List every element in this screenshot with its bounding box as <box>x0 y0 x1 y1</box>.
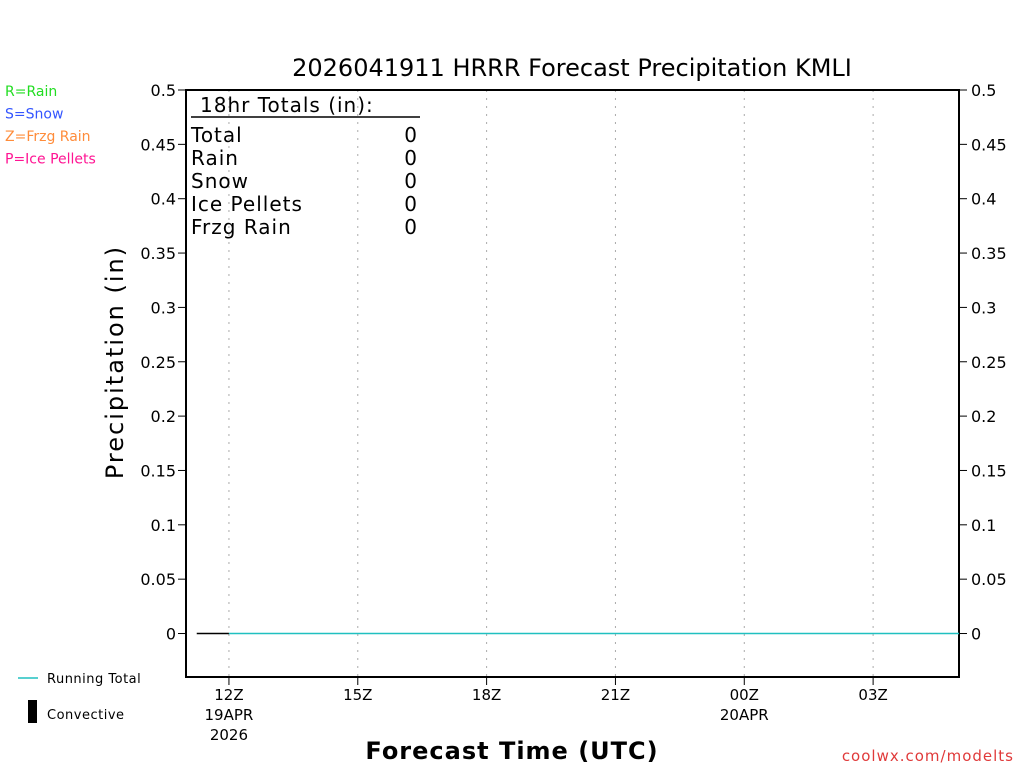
x-tick-label: 12Z <box>214 686 243 704</box>
x-tick-date: 19APR <box>205 706 254 724</box>
totals-header: 18hr Totals (in): <box>200 93 374 117</box>
x-tick-label: 18Z <box>472 686 501 704</box>
totals-row-label: Frzg Rain <box>191 215 292 239</box>
x-tick-label: 15Z <box>343 686 372 704</box>
y-tick-label-left: 0 <box>166 625 176 644</box>
ptype-legend-item: P=Ice Pellets <box>5 152 96 168</box>
totals-box: 18hr Totals (in): Total 0 Rain 0 Snow 0 Ice Pe… <box>190 93 420 239</box>
y-tick-label-left: 0.4 <box>151 190 176 209</box>
y-tick-label-left: 0.3 <box>151 298 176 317</box>
running-total-label: Running Total <box>47 672 141 687</box>
y-axis-label: Precipitation (in) <box>101 245 129 479</box>
totals-row-label: Snow <box>191 169 249 193</box>
y-tick-label-right: 0.25 <box>971 353 1007 372</box>
totals-row-value: 0 <box>404 169 417 193</box>
plot-frame <box>185 89 960 678</box>
y-tick-label-right: 0.5 <box>971 81 996 100</box>
x-axis-label: Forecast Time (UTC) <box>365 737 658 765</box>
y-tick-label-left: 0.5 <box>151 81 176 100</box>
convective-swatch <box>28 700 37 723</box>
totals-row-value: 0 <box>404 146 417 170</box>
y-tick-label-right: 0 <box>971 625 981 644</box>
ptype-legend-item: R=Rain <box>5 84 57 100</box>
ptype-legend: R=Rain S=Snow Z=Frzg Rain P=Ice Pellets <box>5 84 96 168</box>
totals-row-label: Ice Pellets <box>191 192 303 216</box>
totals-row-value: 0 <box>404 123 417 147</box>
credit-link[interactable]: coolwx.com/modelts <box>842 747 1014 765</box>
x-tick-label: 21Z <box>601 686 630 704</box>
y-tick-label-right: 0.1 <box>971 516 996 535</box>
y-tick-label-left: 0.1 <box>151 516 176 535</box>
y-tick-label-right: 0.3 <box>971 298 996 317</box>
x-tick-label: 00Z <box>730 686 759 704</box>
totals-row-value: 0 <box>404 192 417 216</box>
ptype-legend-item: Z=Frzg Rain <box>5 129 91 145</box>
ptype-legend-item: S=Snow <box>5 107 63 123</box>
totals-row-label: Rain <box>191 146 239 170</box>
y-tick-label-right: 0.35 <box>971 244 1007 263</box>
y-tick-label-right: 0.15 <box>971 461 1007 480</box>
y-tick-label-right: 0.05 <box>971 570 1007 589</box>
grid-lines <box>228 90 874 677</box>
y-tick-label-left: 0.35 <box>140 244 176 263</box>
x-tick-year: 2026 <box>210 726 248 744</box>
x-tick-label: 03Z <box>858 686 887 704</box>
series-legend: Running Total Convective <box>18 672 141 723</box>
y-tick-label-left: 0.05 <box>140 570 176 589</box>
totals-row-label: Total <box>190 123 243 147</box>
y-tick-label-left: 0.15 <box>140 461 176 480</box>
y-tick-label-right: 0.45 <box>971 135 1007 154</box>
chart-title: 2026041911 HRRR Forecast Precipitation K… <box>292 54 852 82</box>
x-axis: 12Z 19APR 2026 15Z 18Z 21Z 00Z 20APR 03Z <box>205 677 888 744</box>
y-axis: 0 00.05 0.050.1 0.10.15 0.150.2 0.20.25 0.250.… <box>140 81 1006 644</box>
totals-row-value: 0 <box>404 215 417 239</box>
y-tick-label-left: 0.25 <box>140 353 176 372</box>
y-tick-label-right: 0.4 <box>971 190 996 209</box>
y-tick-label-right: 0.2 <box>971 407 996 426</box>
x-tick-date: 20APR <box>720 706 769 724</box>
y-tick-label-left: 0.2 <box>151 407 176 426</box>
y-tick-label-left: 0.45 <box>140 135 176 154</box>
convective-label: Convective <box>47 708 125 723</box>
